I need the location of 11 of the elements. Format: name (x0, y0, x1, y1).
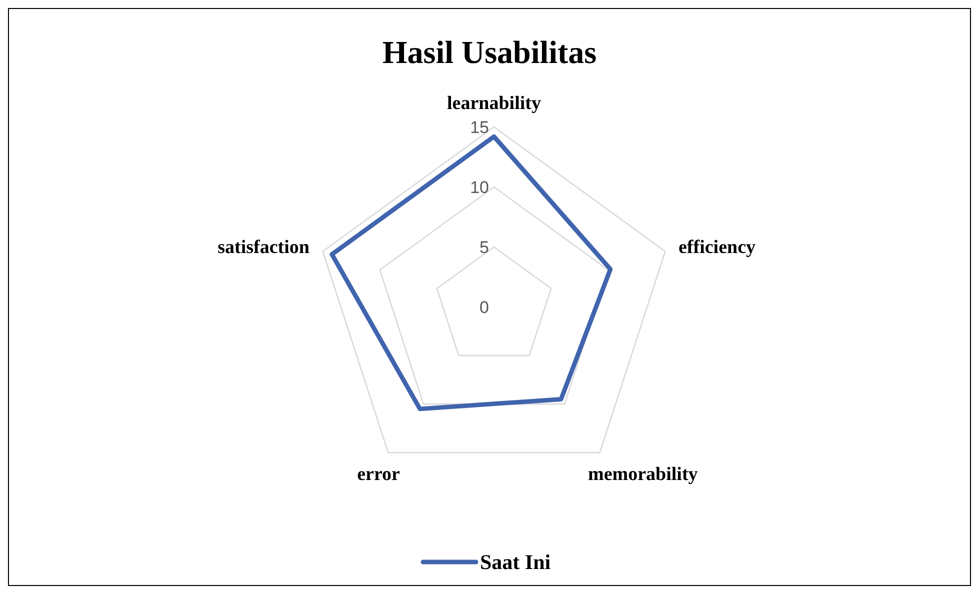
spoke-label: learnability (447, 93, 542, 114)
spoke-label: error (357, 464, 401, 485)
y-tick-label: 15 (470, 118, 489, 137)
spoke-label: efficiency (678, 237, 756, 258)
spoke-label: memorability (588, 464, 698, 485)
y-tick-label: 5 (480, 238, 489, 257)
legend-label: Saat Ini (480, 550, 551, 574)
spoke-label: satisfaction (218, 237, 310, 258)
chart-title: Hasil Usabilitas (382, 34, 597, 70)
y-tick-label: 10 (470, 178, 489, 197)
y-tick-label: 0 (480, 298, 489, 317)
